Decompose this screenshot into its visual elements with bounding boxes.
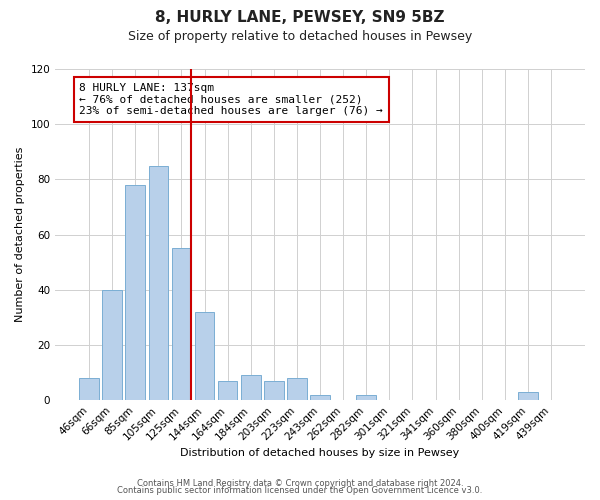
- Bar: [310, 394, 330, 400]
- Bar: [195, 312, 214, 400]
- Bar: [79, 378, 99, 400]
- Text: Contains HM Land Registry data © Crown copyright and database right 2024.: Contains HM Land Registry data © Crown c…: [137, 478, 463, 488]
- Text: Size of property relative to detached houses in Pewsey: Size of property relative to detached ho…: [128, 30, 472, 43]
- Text: 8 HURLY LANE: 137sqm
← 76% of detached houses are smaller (252)
23% of semi-deta: 8 HURLY LANE: 137sqm ← 76% of detached h…: [79, 83, 383, 116]
- Bar: [287, 378, 307, 400]
- Bar: [218, 381, 238, 400]
- Bar: [149, 166, 168, 400]
- X-axis label: Distribution of detached houses by size in Pewsey: Distribution of detached houses by size …: [181, 448, 460, 458]
- Bar: [241, 376, 260, 400]
- Bar: [518, 392, 538, 400]
- Bar: [264, 381, 284, 400]
- Text: 8, HURLY LANE, PEWSEY, SN9 5BZ: 8, HURLY LANE, PEWSEY, SN9 5BZ: [155, 10, 445, 25]
- Text: Contains public sector information licensed under the Open Government Licence v3: Contains public sector information licen…: [118, 486, 482, 495]
- Y-axis label: Number of detached properties: Number of detached properties: [15, 147, 25, 322]
- Bar: [125, 185, 145, 400]
- Bar: [103, 290, 122, 400]
- Bar: [172, 248, 191, 400]
- Bar: [356, 394, 376, 400]
